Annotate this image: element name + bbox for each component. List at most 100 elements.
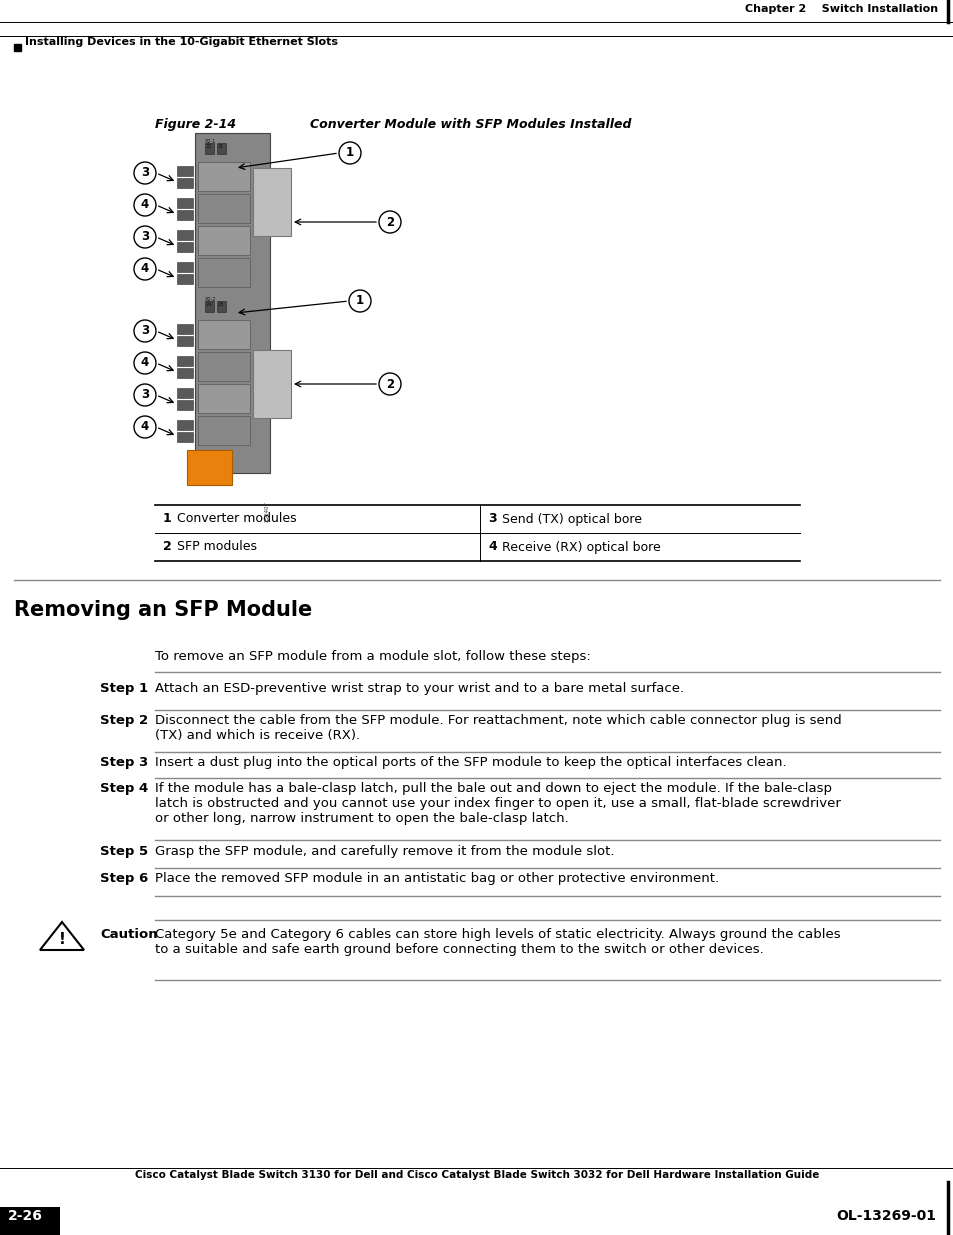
Text: 1: 1 <box>163 513 172 526</box>
Text: Installing Devices in the 10-Gigabit Ethernet Slots: Installing Devices in the 10-Gigabit Eth… <box>25 37 337 47</box>
Text: SFP modules: SFP modules <box>177 541 256 553</box>
Bar <box>216 143 226 154</box>
Text: 4: 4 <box>141 199 149 211</box>
Text: Place the removed SFP module in an antistatic bag or other protective environmen: Place the removed SFP module in an antis… <box>154 872 719 885</box>
Circle shape <box>133 416 156 438</box>
Text: Step 2: Step 2 <box>100 714 148 727</box>
Bar <box>198 416 250 445</box>
Bar <box>177 210 193 220</box>
Text: 3: 3 <box>141 325 149 337</box>
Circle shape <box>133 226 156 248</box>
Bar <box>177 324 193 333</box>
Bar <box>216 301 226 312</box>
Bar <box>177 368 193 378</box>
Bar <box>198 226 250 254</box>
Bar <box>177 165 193 177</box>
Bar <box>198 352 250 382</box>
Bar <box>177 388 193 398</box>
Text: 4: 4 <box>141 357 149 369</box>
Bar <box>198 194 250 224</box>
Bar <box>187 450 232 485</box>
Text: WS-CBS3130X-S: WS-CBS3130X-S <box>198 500 232 504</box>
Text: Caution: Caution <box>100 927 157 941</box>
Text: Grasp the SFP module, and carefully remove it from the module slot.: Grasp the SFP module, and carefully remo… <box>154 845 614 858</box>
Bar <box>253 350 291 417</box>
Bar <box>198 258 250 287</box>
Text: 1: 1 <box>355 294 364 308</box>
Text: 250407: 250407 <box>264 501 269 522</box>
Circle shape <box>133 384 156 406</box>
Text: Category 5e and Category 6 cables can store high levels of static electricity. A: Category 5e and Category 6 cables can st… <box>154 927 840 956</box>
Text: 22: 22 <box>206 144 212 149</box>
Text: To remove an SFP module from a module slot, follow these steps:: To remove an SFP module from a module sl… <box>154 650 590 663</box>
Text: X2-1: X2-1 <box>205 140 216 144</box>
Text: 2-26: 2-26 <box>8 1209 43 1223</box>
Bar <box>177 178 193 188</box>
Bar <box>177 198 193 207</box>
Bar <box>194 133 270 473</box>
Bar <box>177 336 193 346</box>
Text: Receive (RX) optical bore: Receive (RX) optical bore <box>501 541 660 553</box>
Text: Step 6: Step 6 <box>100 872 148 885</box>
Text: 3: 3 <box>141 231 149 243</box>
Text: 4: 4 <box>141 263 149 275</box>
Bar <box>177 420 193 430</box>
Text: 3: 3 <box>488 513 497 526</box>
Bar <box>177 432 193 442</box>
Text: Converter Module with SFP Modules Installed: Converter Module with SFP Modules Instal… <box>310 119 631 131</box>
Text: 24: 24 <box>206 303 212 308</box>
Text: 2: 2 <box>386 215 394 228</box>
Bar <box>177 274 193 284</box>
Text: Removing an SFP Module: Removing an SFP Module <box>14 600 312 620</box>
Circle shape <box>133 258 156 280</box>
Bar <box>205 143 213 154</box>
Bar <box>205 301 213 312</box>
Circle shape <box>378 211 400 233</box>
Bar <box>198 320 250 350</box>
Circle shape <box>133 194 156 216</box>
Text: 4: 4 <box>488 541 497 553</box>
Text: X2-2: X2-2 <box>205 296 216 303</box>
Circle shape <box>133 352 156 374</box>
Bar <box>177 356 193 366</box>
Text: Chapter 2    Switch Installation: Chapter 2 Switch Installation <box>744 4 937 14</box>
Text: Attach an ESD-preventive wrist strap to your wrist and to a bare metal surface.: Attach an ESD-preventive wrist strap to … <box>154 682 683 695</box>
Bar <box>177 242 193 252</box>
Bar <box>177 262 193 272</box>
Text: Cisco Catalyst Blade Switch 3130 for Dell and Cisco Catalyst Blade Switch 3032 f: Cisco Catalyst Blade Switch 3130 for Del… <box>134 1170 819 1179</box>
Bar <box>253 168 291 236</box>
Bar <box>177 230 193 240</box>
Circle shape <box>378 373 400 395</box>
Text: Step 5: Step 5 <box>100 845 148 858</box>
Text: Step 4: Step 4 <box>100 782 148 795</box>
Bar <box>198 384 250 412</box>
Bar <box>198 162 250 191</box>
Text: 2: 2 <box>386 378 394 390</box>
Text: cisco: cisco <box>200 492 212 496</box>
Text: Converter modules: Converter modules <box>177 513 296 526</box>
Text: Insert a dust plug into the optical ports of the SFP module to keep the optical : Insert a dust plug into the optical port… <box>154 756 786 769</box>
Text: 3: 3 <box>141 167 149 179</box>
Polygon shape <box>40 923 84 950</box>
Text: Send (TX) optical bore: Send (TX) optical bore <box>501 513 641 526</box>
Circle shape <box>133 162 156 184</box>
Text: !: ! <box>58 932 66 947</box>
Text: 23: 23 <box>217 303 224 308</box>
Text: Figure 2-14: Figure 2-14 <box>154 119 236 131</box>
Circle shape <box>133 320 156 342</box>
Circle shape <box>338 142 360 164</box>
Text: If the module has a bale-clasp latch, pull the bale out and down to eject the mo: If the module has a bale-clasp latch, pu… <box>154 782 840 825</box>
Text: 4: 4 <box>141 420 149 433</box>
Text: 1: 1 <box>346 147 354 159</box>
Text: Disconnect the cable from the SFP module. For reattachment, note which cable con: Disconnect the cable from the SFP module… <box>154 714 841 742</box>
Text: Step 3: Step 3 <box>100 756 148 769</box>
Text: 21: 21 <box>217 144 224 149</box>
Text: 3: 3 <box>141 389 149 401</box>
Bar <box>14 44 21 51</box>
Bar <box>0 1207 60 1235</box>
Text: OL-13269-01: OL-13269-01 <box>835 1209 935 1223</box>
Bar <box>177 400 193 410</box>
Circle shape <box>349 290 371 312</box>
Text: 2: 2 <box>163 541 172 553</box>
Text: Step 1: Step 1 <box>100 682 148 695</box>
